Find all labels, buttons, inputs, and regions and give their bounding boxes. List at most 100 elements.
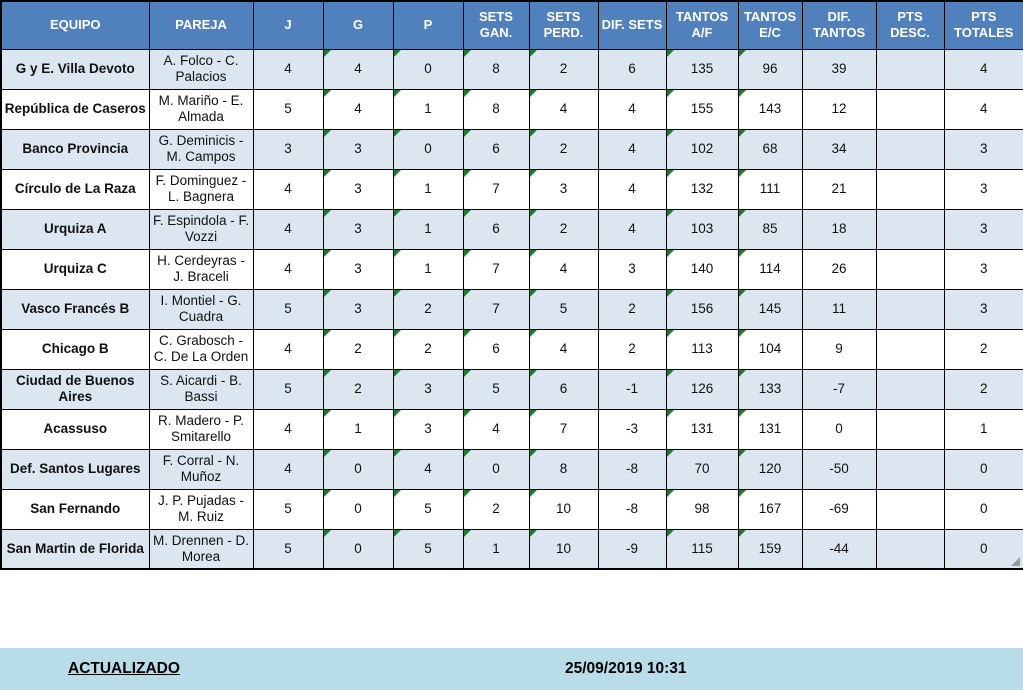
cell-dif_sets[interactable]: -1: [597, 368, 667, 410]
cell-j[interactable]: 5: [252, 288, 324, 330]
cell-g[interactable]: 3: [322, 168, 394, 210]
cell-p[interactable]: 3: [392, 408, 464, 450]
cell-j[interactable]: 4: [252, 48, 324, 90]
cell-equipo[interactable]: Banco Provincia: [0, 128, 150, 170]
cell-sets_perd[interactable]: 2: [528, 128, 599, 170]
cell-equipo[interactable]: Acassuso: [0, 408, 150, 450]
cell-dif_sets[interactable]: 4: [597, 208, 667, 250]
cell-pts_desc[interactable]: [875, 408, 945, 450]
cell-sets_perd[interactable]: 2: [528, 48, 599, 90]
cell-j[interactable]: 3: [252, 128, 324, 170]
cell-pts_totales[interactable]: 1: [943, 408, 1023, 450]
cell-sets_gan[interactable]: 8: [462, 48, 530, 90]
cell-tantos_af[interactable]: 98: [665, 488, 739, 530]
cell-j[interactable]: 5: [252, 528, 324, 570]
cell-p[interactable]: 2: [392, 328, 464, 370]
column-header-sets_perd[interactable]: SETS PERD.: [528, 0, 599, 50]
cell-pareja[interactable]: J. P. Pujadas - M. Ruiz: [148, 488, 254, 530]
cell-pts_desc[interactable]: [875, 368, 945, 410]
cell-tantos_ec[interactable]: 145: [737, 288, 803, 330]
cell-pts_desc[interactable]: [875, 248, 945, 290]
cell-dif_tantos[interactable]: 9: [801, 328, 877, 370]
cell-tantos_af[interactable]: 113: [665, 328, 739, 370]
cell-pts_totales[interactable]: 4: [943, 88, 1023, 130]
cell-g[interactable]: 4: [322, 48, 394, 90]
column-header-g[interactable]: G: [322, 0, 394, 50]
cell-pts_desc[interactable]: [875, 448, 945, 490]
column-header-dif_tantos[interactable]: DIF. TANTOS: [801, 0, 877, 50]
cell-sets_perd[interactable]: 10: [528, 488, 599, 530]
cell-j[interactable]: 5: [252, 368, 324, 410]
cell-pts_desc[interactable]: [875, 488, 945, 530]
cell-equipo[interactable]: Urquiza A: [0, 208, 150, 250]
cell-pts_totales[interactable]: 3: [943, 208, 1023, 250]
cell-tantos_af[interactable]: 155: [665, 88, 739, 130]
column-header-j[interactable]: J: [252, 0, 324, 50]
cell-tantos_ec[interactable]: 96: [737, 48, 803, 90]
cell-p[interactable]: 1: [392, 248, 464, 290]
cell-j[interactable]: 4: [252, 168, 324, 210]
cell-tantos_af[interactable]: 132: [665, 168, 739, 210]
cell-tantos_ec[interactable]: 104: [737, 328, 803, 370]
cell-g[interactable]: 3: [322, 128, 394, 170]
cell-sets_perd[interactable]: 4: [528, 328, 599, 370]
cell-pts_totales[interactable]: 0: [943, 528, 1023, 570]
cell-dif_tantos[interactable]: 39: [801, 48, 877, 90]
cell-pts_totales[interactable]: 3: [943, 288, 1023, 330]
cell-g[interactable]: 4: [322, 88, 394, 130]
cell-equipo[interactable]: San Martin de Florida: [0, 528, 150, 570]
cell-tantos_ec[interactable]: 114: [737, 248, 803, 290]
cell-g[interactable]: 3: [322, 208, 394, 250]
cell-j[interactable]: 4: [252, 208, 324, 250]
cell-sets_gan[interactable]: 4: [462, 408, 530, 450]
cell-tantos_ec[interactable]: 85: [737, 208, 803, 250]
cell-sets_gan[interactable]: 6: [462, 328, 530, 370]
cell-g[interactable]: 1: [322, 408, 394, 450]
cell-sets_perd[interactable]: 8: [528, 448, 599, 490]
cell-sets_gan[interactable]: 5: [462, 368, 530, 410]
column-header-pareja[interactable]: PAREJA: [148, 0, 254, 50]
cell-g[interactable]: 3: [322, 248, 394, 290]
cell-sets_gan[interactable]: 7: [462, 248, 530, 290]
cell-p[interactable]: 1: [392, 208, 464, 250]
cell-tantos_ec[interactable]: 143: [737, 88, 803, 130]
cell-dif_sets[interactable]: -8: [597, 448, 667, 490]
column-header-tantos_af[interactable]: TANTOS A/F: [665, 0, 739, 50]
cell-p[interactable]: 0: [392, 48, 464, 90]
cell-equipo[interactable]: Vasco Francés B: [0, 288, 150, 330]
cell-dif_tantos[interactable]: -50: [801, 448, 877, 490]
cell-pts_desc[interactable]: [875, 48, 945, 90]
cell-g[interactable]: 3: [322, 288, 394, 330]
cell-dif_tantos[interactable]: -44: [801, 528, 877, 570]
cell-sets_gan[interactable]: 0: [462, 448, 530, 490]
cell-p[interactable]: 0: [392, 128, 464, 170]
cell-g[interactable]: 0: [322, 488, 394, 530]
cell-dif_sets[interactable]: -3: [597, 408, 667, 450]
cell-pts_totales[interactable]: 3: [943, 248, 1023, 290]
cell-j[interactable]: 4: [252, 408, 324, 450]
cell-tantos_af[interactable]: 140: [665, 248, 739, 290]
cell-tantos_af[interactable]: 115: [665, 528, 739, 570]
cell-sets_gan[interactable]: 6: [462, 208, 530, 250]
cell-dif_tantos[interactable]: -7: [801, 368, 877, 410]
cell-pareja[interactable]: A. Folco - C. Palacios: [148, 48, 254, 90]
cell-sets_perd[interactable]: 2: [528, 208, 599, 250]
cell-tantos_ec[interactable]: 131: [737, 408, 803, 450]
cell-equipo[interactable]: Ciudad de Buenos Aires: [0, 368, 150, 410]
cell-dif_tantos[interactable]: 34: [801, 128, 877, 170]
cell-tantos_af[interactable]: 103: [665, 208, 739, 250]
cell-dif_sets[interactable]: 3: [597, 248, 667, 290]
cell-p[interactable]: 3: [392, 368, 464, 410]
cell-pts_totales[interactable]: 2: [943, 328, 1023, 370]
cell-p[interactable]: 1: [392, 168, 464, 210]
cell-pts_desc[interactable]: [875, 528, 945, 570]
cell-p[interactable]: 4: [392, 448, 464, 490]
column-header-pts_totales[interactable]: PTS TOTALES: [943, 0, 1023, 50]
cell-dif_sets[interactable]: 2: [597, 288, 667, 330]
cell-pareja[interactable]: F. Espindola - F. Vozzi: [148, 208, 254, 250]
cell-pareja[interactable]: S. Aicardi - B. Bassi: [148, 368, 254, 410]
cell-p[interactable]: 2: [392, 288, 464, 330]
cell-sets_perd[interactable]: 5: [528, 288, 599, 330]
cell-pareja[interactable]: M. Drennen - D. Morea: [148, 528, 254, 570]
cell-dif_sets[interactable]: 4: [597, 88, 667, 130]
